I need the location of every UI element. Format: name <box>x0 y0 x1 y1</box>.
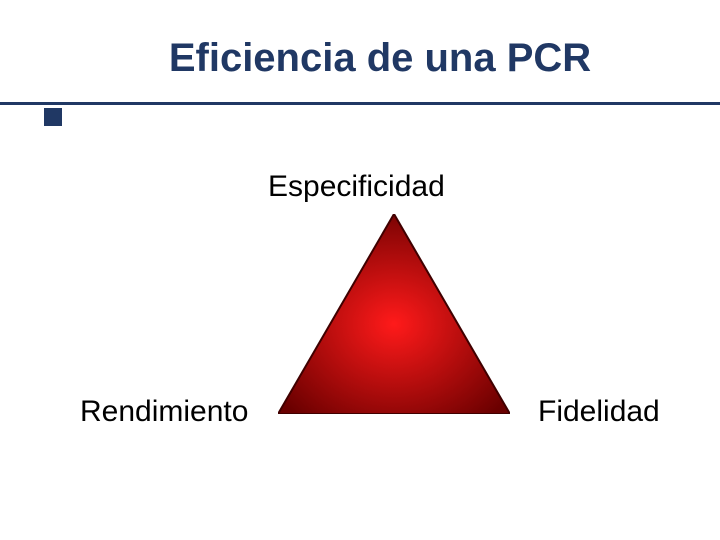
vertex-label-left: Rendimiento <box>80 395 248 429</box>
slide-title: Eficiencia de una PCR <box>0 36 720 81</box>
concept-triangle <box>278 214 510 414</box>
triangle-shape <box>278 214 510 414</box>
title-underline-notch <box>44 108 62 126</box>
slide: Eficiencia de una PCR Especificidad Rend… <box>0 0 720 540</box>
vertex-label-top: Especificidad <box>268 170 445 204</box>
vertex-label-right: Fidelidad <box>538 395 660 429</box>
title-underline <box>0 102 720 105</box>
